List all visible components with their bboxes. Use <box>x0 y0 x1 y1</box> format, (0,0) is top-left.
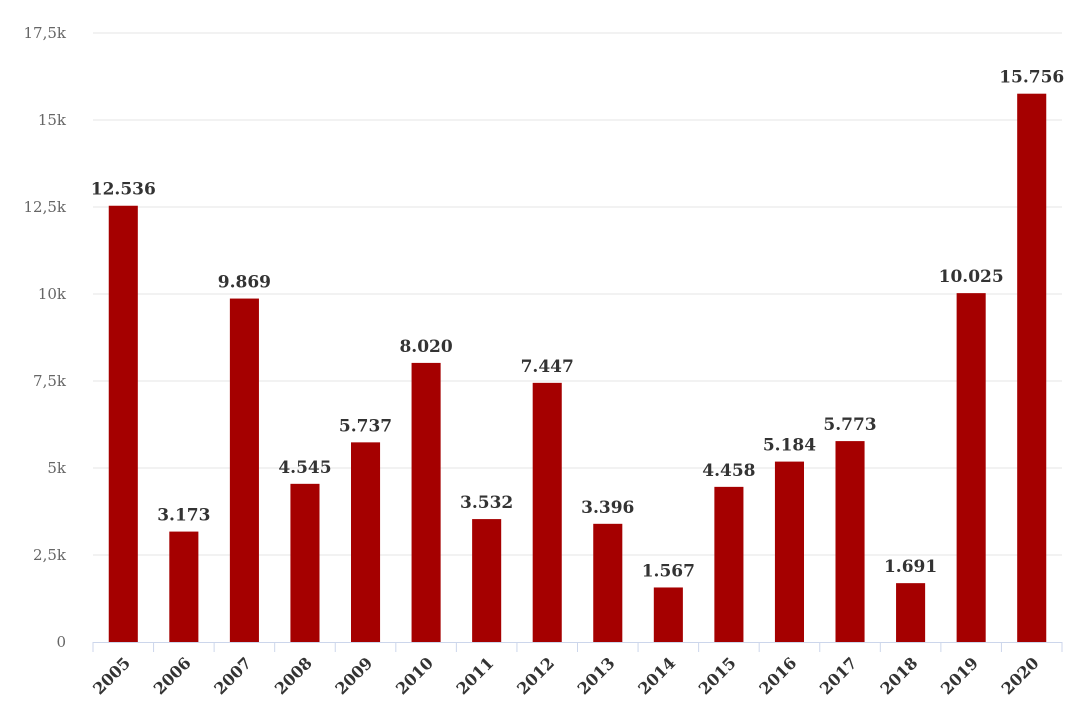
data-label-2016: 5.184 <box>763 436 816 456</box>
x-tick-label-2014: 2014 <box>634 653 679 698</box>
y-tick-label: 5k <box>47 459 67 477</box>
bars <box>108 93 1047 642</box>
data-label-2005: 12.536 <box>91 180 156 200</box>
data-label-2019: 10.025 <box>939 267 1004 287</box>
data-label-2012: 7.447 <box>521 357 574 377</box>
x-tick-label-2013: 2013 <box>574 653 619 698</box>
bar-2013 <box>593 523 623 642</box>
data-label-2006: 3.173 <box>157 506 210 526</box>
data-label-2020: 15.756 <box>999 68 1064 88</box>
bar-2009 <box>350 442 381 642</box>
y-tick-label: 10k <box>38 285 67 303</box>
data-label-2015: 4.458 <box>702 461 755 481</box>
bar-2007 <box>229 298 259 642</box>
bar-2005 <box>108 205 138 642</box>
bar-2016 <box>774 461 805 642</box>
x-axis: 2005 2006 2007 2008 2009 2010 2011 2012 2013 2014… <box>89 642 1063 698</box>
bar-2008 <box>290 483 320 642</box>
x-tick-label-2016: 2016 <box>755 653 800 698</box>
x-tick-label-2010: 2010 <box>392 653 437 698</box>
x-tick-label-2011: 2011 <box>453 653 498 698</box>
x-tick-label-2009: 2009 <box>331 653 376 698</box>
y-tick-label: 2,5k <box>33 546 67 564</box>
data-label-2018: 1.691 <box>884 557 937 577</box>
x-tick-label-2012: 2012 <box>513 653 558 698</box>
x-tick-label-2008: 2008 <box>271 653 316 698</box>
bar-2010 <box>411 362 441 642</box>
data-label-2008: 4.545 <box>278 458 331 478</box>
y-tick-label: 17,5k <box>24 24 67 42</box>
x-tick-label-2020: 2020 <box>998 653 1043 698</box>
x-tick-label-2015: 2015 <box>695 653 740 698</box>
bar-2017 <box>835 441 865 642</box>
bar-2006 <box>169 531 199 642</box>
data-label-2007: 9.869 <box>218 273 271 293</box>
data-label-2011: 3.532 <box>460 493 513 513</box>
x-tick-label-2019: 2019 <box>937 653 982 698</box>
y-axis-ticks: 0 2,5k 5k 7,5k 10k 12,5k 15k 17,5k <box>24 24 67 651</box>
x-tick-label-2017: 2017 <box>816 653 861 698</box>
bar-2011 <box>472 519 502 642</box>
bar-2018 <box>896 583 926 642</box>
bar-2015 <box>714 486 744 642</box>
x-tick-label-2006: 2006 <box>150 653 195 698</box>
x-tick-label-2007: 2007 <box>210 653 255 698</box>
data-label-2014: 1.567 <box>642 561 695 581</box>
bar-2019 <box>956 293 986 642</box>
data-label-2010: 8.020 <box>399 337 452 357</box>
x-tick-label-2018: 2018 <box>876 653 921 698</box>
data-label-2009: 5.737 <box>339 416 392 436</box>
data-label-2013: 3.396 <box>581 498 634 518</box>
y-tick-label: 0 <box>56 633 66 651</box>
data-label-2017: 5.773 <box>823 415 876 435</box>
y-tick-label: 12,5k <box>24 198 67 216</box>
bar-2020 <box>1017 93 1047 642</box>
data-labels: 12.536 3.173 9.869 4.545 5.737 8.020 3.532 7.44… <box>91 68 1065 582</box>
y-tick-label: 15k <box>38 111 67 129</box>
y-tick-label: 7,5k <box>33 372 67 390</box>
x-tick-label-2005: 2005 <box>89 653 134 698</box>
bar-2014 <box>653 587 683 642</box>
bar-2012 <box>532 382 562 642</box>
